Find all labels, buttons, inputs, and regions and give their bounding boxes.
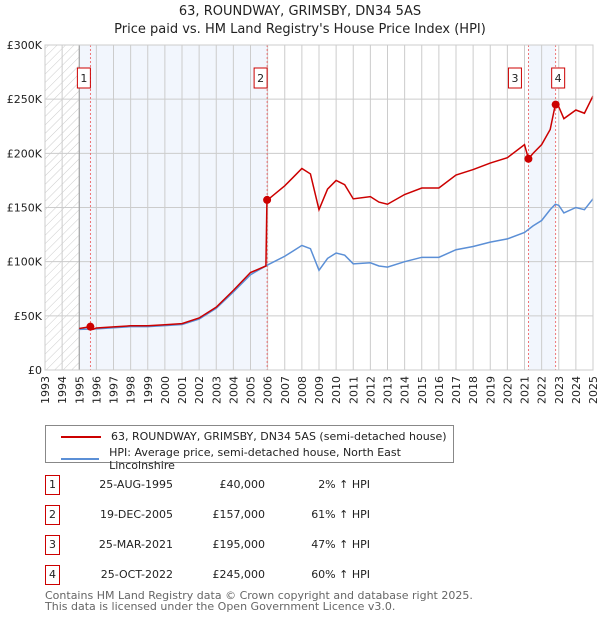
sale-number: 4 [45, 565, 60, 585]
x-tick-label: 2003 [210, 376, 223, 404]
footer-line1: Contains HM Land Registry data © Crown c… [45, 589, 473, 602]
x-tick-label: 2011 [347, 376, 360, 404]
x-tick-label: 1993 [39, 376, 52, 404]
x-tick-label: 2012 [364, 376, 377, 404]
sale-label: 4 [555, 72, 562, 85]
x-tick-label: 2000 [159, 376, 172, 404]
sale-label: 1 [80, 72, 87, 85]
sale-hpi-change: 47% ↑ HPI [311, 538, 370, 551]
sale-row: 4 25-OCT-2022 £245,000 60% ↑ HPI [45, 565, 445, 585]
x-tick-label: 2010 [330, 376, 343, 404]
sale-row: 1 25-AUG-1995 £40,000 2% ↑ HPI [45, 475, 445, 495]
x-tick-label: 2005 [245, 376, 258, 404]
hpi-line [79, 198, 594, 331]
x-tick-label: 1999 [142, 376, 155, 404]
sale-number: 1 [45, 475, 60, 495]
x-tick-label: 1996 [90, 376, 103, 404]
x-tick-label: 1995 [73, 376, 86, 404]
sale-price: £245,000 [212, 568, 266, 581]
sale-point [86, 322, 95, 331]
sale-date: 25-MAR-2021 [98, 538, 173, 551]
sale-number: 2 [45, 505, 60, 525]
x-tick-label: 1998 [125, 376, 138, 404]
sale-date: 25-OCT-2022 [100, 568, 173, 581]
x-tick-label: 2023 [553, 376, 566, 404]
footer-line2: This data is licensed under the Open Gov… [45, 600, 396, 613]
x-tick-label: 1994 [56, 376, 69, 404]
x-tick-label: 2022 [536, 376, 549, 404]
x-tick-label: 2007 [279, 376, 292, 404]
x-tick-label: 2019 [484, 376, 497, 404]
sale-point [263, 195, 272, 204]
price-chart: 1993 1994 1995 1996 1997 1998 1999 2000 2001 2002… [7, 39, 600, 404]
x-tick-label: 2004 [227, 376, 240, 404]
sale-point [524, 154, 533, 163]
sale-point [551, 100, 560, 109]
x-tick-label: 2002 [193, 376, 206, 404]
sale-date: 25-AUG-1995 [99, 478, 173, 491]
sale-price: £157,000 [212, 508, 266, 521]
x-tick-label: 2014 [399, 376, 412, 404]
sale-date: 19-DEC-2005 [99, 508, 173, 521]
sale-hpi-change: 2% ↑ HPI [318, 478, 370, 491]
chart-title: 63, ROUNDWAY, GRIMSBY, DN34 5AS [178, 4, 422, 19]
sale-label-box [551, 67, 566, 89]
x-tick-label: 2025 [587, 376, 600, 404]
y-tick-label: £0 [28, 364, 42, 377]
x-tick-label: 2008 [296, 376, 309, 404]
x-tick-label: 2015 [416, 376, 429, 404]
sale-label-box [507, 67, 522, 89]
footer: Contains HM Land Registry data © Crown c… [45, 590, 473, 612]
x-tick-label: 2001 [176, 376, 189, 404]
legend-swatch-property [61, 435, 101, 438]
sale-label-box [76, 67, 91, 89]
x-tick-label: 2024 [570, 376, 583, 404]
sale-price: £40,000 [219, 478, 266, 491]
legend-hpi: HPI: Average price, semi-detached house,… [109, 446, 401, 472]
x-tick-label: 2021 [519, 376, 532, 404]
legend: 63, ROUNDWAY, GRIMSBY, DN34 5AS (semi-de… [45, 425, 454, 472]
y-tick-label: £300K [7, 39, 43, 52]
sale-row: 3 25-MAR-2021 £195,000 47% ↑ HPI [45, 535, 445, 555]
x-tick-label: 2013 [382, 376, 395, 404]
x-tick-label: 2020 [501, 376, 514, 404]
sale-hpi-change: 60% ↑ HPI [311, 568, 370, 581]
y-tick-label: £200K [7, 147, 43, 160]
sale-label: 2 [257, 72, 264, 85]
sale-label: 3 [511, 72, 518, 85]
y-tick-label: £150K [7, 202, 43, 215]
y-tick-label: £100K [7, 256, 43, 269]
x-tick-label: 1997 [108, 376, 121, 404]
x-tick-label: 2018 [467, 376, 480, 404]
y-tick-label: £50K [14, 310, 43, 323]
legend-property: 63, ROUNDWAY, GRIMSBY, DN34 5AS (semi-de… [111, 430, 447, 443]
sale-hpi-change: 61% ↑ HPI [311, 508, 370, 521]
y-tick-label: £250K [7, 93, 43, 106]
plot-border [44, 44, 594, 371]
sale-price: £195,000 [212, 538, 266, 551]
x-tick-label: 2009 [313, 376, 326, 404]
sale-row: 2 19-DEC-2005 £157,000 61% ↑ HPI [45, 505, 445, 525]
chart-subtitle: Price paid vs. HM Land Registry's House … [114, 22, 486, 37]
legend-swatch-hpi [61, 458, 100, 460]
sale-number: 3 [45, 535, 60, 555]
x-tick-label: 2017 [450, 376, 463, 404]
x-tick-label: 2016 [433, 376, 446, 404]
sale-label-box [253, 67, 268, 89]
property-line [79, 95, 594, 331]
x-tick-label: 2006 [262, 376, 275, 404]
